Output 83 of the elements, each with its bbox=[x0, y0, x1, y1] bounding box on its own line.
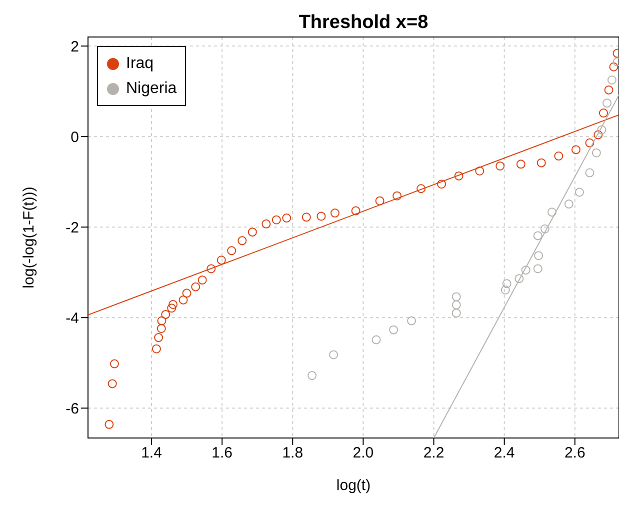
point bbox=[330, 208, 340, 218]
point bbox=[157, 316, 166, 326]
point bbox=[594, 130, 603, 140]
point bbox=[574, 188, 584, 197]
point bbox=[198, 276, 207, 285]
point bbox=[609, 62, 618, 72]
point bbox=[452, 300, 461, 310]
point bbox=[191, 282, 200, 292]
y-tick-label: 2 bbox=[70, 38, 79, 56]
point bbox=[514, 274, 524, 284]
point bbox=[604, 85, 614, 94]
point bbox=[154, 333, 164, 342]
chart-title: Threshold x=8 bbox=[298, 12, 430, 34]
point bbox=[602, 98, 612, 108]
point bbox=[571, 145, 580, 154]
point bbox=[372, 335, 381, 344]
point bbox=[452, 292, 461, 302]
point bbox=[452, 308, 461, 318]
point bbox=[262, 219, 271, 228]
point bbox=[182, 288, 192, 298]
y-tick-label: -6 bbox=[66, 400, 79, 418]
point bbox=[502, 279, 512, 288]
point bbox=[521, 266, 530, 275]
point bbox=[454, 171, 464, 180]
point bbox=[178, 295, 188, 304]
point bbox=[104, 420, 114, 429]
point bbox=[536, 158, 546, 168]
legend-label: Nigeria bbox=[126, 79, 177, 99]
point bbox=[216, 256, 226, 265]
point bbox=[540, 224, 550, 234]
point bbox=[227, 246, 236, 256]
point bbox=[547, 208, 556, 217]
point bbox=[475, 166, 484, 176]
point bbox=[272, 215, 281, 224]
x-tick-label: 2.6 bbox=[564, 444, 586, 462]
point bbox=[533, 231, 542, 240]
point bbox=[282, 214, 292, 223]
point bbox=[161, 310, 170, 319]
x-tick-label: 2.2 bbox=[423, 444, 444, 462]
point bbox=[389, 325, 398, 334]
point bbox=[108, 379, 117, 388]
point bbox=[167, 304, 176, 313]
point bbox=[375, 196, 384, 206]
point bbox=[592, 148, 601, 158]
point bbox=[496, 161, 505, 170]
point bbox=[238, 236, 247, 246]
point bbox=[516, 160, 526, 169]
point bbox=[206, 264, 216, 274]
point bbox=[564, 200, 574, 209]
y-tick-label: -4 bbox=[66, 310, 79, 327]
point bbox=[585, 138, 594, 148]
point bbox=[598, 108, 608, 118]
point bbox=[316, 212, 326, 221]
point bbox=[437, 180, 446, 189]
y-tick-label: 0 bbox=[70, 128, 79, 146]
y-axis-title: log(-log(1-F(t))) bbox=[20, 186, 38, 288]
point bbox=[248, 228, 257, 237]
point bbox=[407, 316, 416, 326]
point bbox=[110, 359, 119, 368]
point bbox=[152, 344, 161, 354]
point bbox=[533, 264, 542, 274]
point bbox=[329, 350, 338, 360]
x-tick-label: 2.4 bbox=[494, 444, 515, 462]
point bbox=[302, 212, 311, 222]
point bbox=[416, 184, 426, 194]
point bbox=[168, 300, 178, 309]
point bbox=[308, 371, 317, 380]
point bbox=[156, 324, 166, 333]
x-tick-label: 2.0 bbox=[352, 444, 374, 462]
point bbox=[585, 168, 594, 178]
point bbox=[351, 206, 360, 216]
legend-label: Iraq bbox=[126, 54, 154, 74]
point bbox=[607, 75, 616, 84]
x-tick-label: 1.6 bbox=[212, 444, 233, 462]
x-axis-title: log(t) bbox=[336, 477, 371, 494]
point bbox=[597, 125, 606, 134]
x-tick-label: 1.8 bbox=[282, 444, 304, 462]
point bbox=[392, 191, 402, 200]
point bbox=[500, 286, 510, 294]
y-tick-label: -2 bbox=[66, 219, 79, 236]
point bbox=[554, 152, 564, 161]
point bbox=[534, 251, 544, 260]
x-tick-label: 1.4 bbox=[141, 444, 162, 462]
